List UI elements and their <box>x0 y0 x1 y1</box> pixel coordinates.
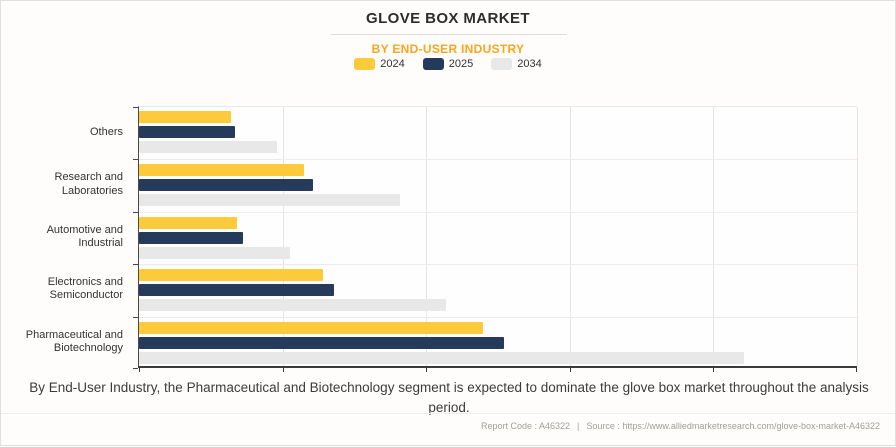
bar-2034 <box>139 299 446 312</box>
bar-2024 <box>139 164 305 177</box>
legend-swatch-2025 <box>422 58 444 70</box>
chart-subtitle: BY END-USER INDUSTRY <box>371 42 525 56</box>
category-label-5: Pharmaceutical and Biotechnology <box>25 328 123 354</box>
title-divider <box>331 34 567 35</box>
y-axis-tick <box>133 316 138 318</box>
x-axis-tick <box>856 368 857 372</box>
legend-item-2025: 2025 <box>422 58 474 70</box>
category-label-3: Automotive and Industrial <box>46 223 123 249</box>
caption-text: By End-User Industry, the Pharmaceutical… <box>29 380 869 416</box>
bar-2025 <box>139 284 334 297</box>
footer-separator: | <box>577 421 580 431</box>
legend-item-2034: 2034 <box>491 58 542 70</box>
legend-swatch-2034 <box>491 58 513 70</box>
legend-swatch-2024 <box>354 58 376 70</box>
legend-label: 2034 <box>517 58 542 70</box>
y-axis-tick <box>133 159 138 161</box>
legend-label: 2025 <box>448 58 474 70</box>
plot-area <box>133 106 858 372</box>
gridline-vertical <box>282 107 284 366</box>
gridline-vertical <box>569 107 571 366</box>
source-text: Source : https://www.alliedmarketresearc… <box>586 421 880 431</box>
y-axis-tick <box>133 211 138 213</box>
x-axis-tick <box>282 368 284 372</box>
x-axis-tick <box>569 368 571 372</box>
category-row-1 <box>139 107 857 159</box>
category-row-3 <box>139 211 857 264</box>
footer-bar: Report Code : A46322 | Source : https://… <box>1 413 895 447</box>
bar-2025 <box>139 179 313 192</box>
gridline-vertical <box>857 107 858 366</box>
bar-2025 <box>139 126 236 138</box>
legend-label: 2024 <box>380 58 405 70</box>
y-axis-tick <box>133 264 138 266</box>
bar-2024 <box>139 269 323 282</box>
y-axis-tick <box>133 107 138 108</box>
category-row-4 <box>139 264 857 316</box>
x-axis-tick <box>713 368 715 372</box>
bar-2025 <box>139 336 504 349</box>
gridline-vertical <box>713 107 715 366</box>
chart-legend: 2024 2025 2034 <box>1 58 895 70</box>
bar-2024 <box>139 111 231 123</box>
y-axis-tick <box>133 368 138 369</box>
bar-2025 <box>139 231 244 244</box>
bar-2034 <box>139 246 291 259</box>
category-label-2: Research and Laboratories <box>54 171 124 197</box>
bar-2034 <box>139 141 277 153</box>
x-axis-tick <box>139 368 140 372</box>
gridline-vertical <box>426 107 428 366</box>
bar-2024 <box>139 216 238 229</box>
page-title: GLOVE BOX MARKET <box>366 10 530 27</box>
category-label-1: Others <box>89 125 123 138</box>
bar-2034 <box>139 351 744 364</box>
x-axis-tick <box>426 368 428 372</box>
category-row-5 <box>139 316 857 369</box>
bar-2024 <box>139 321 483 334</box>
category-row-2 <box>139 159 857 211</box>
legend-item-2024: 2024 <box>354 58 405 70</box>
bar-2034 <box>139 194 400 207</box>
report-code-text: Report Code : A46322 <box>480 421 571 431</box>
category-label-4: Electronics and Semiconductor <box>47 276 123 302</box>
